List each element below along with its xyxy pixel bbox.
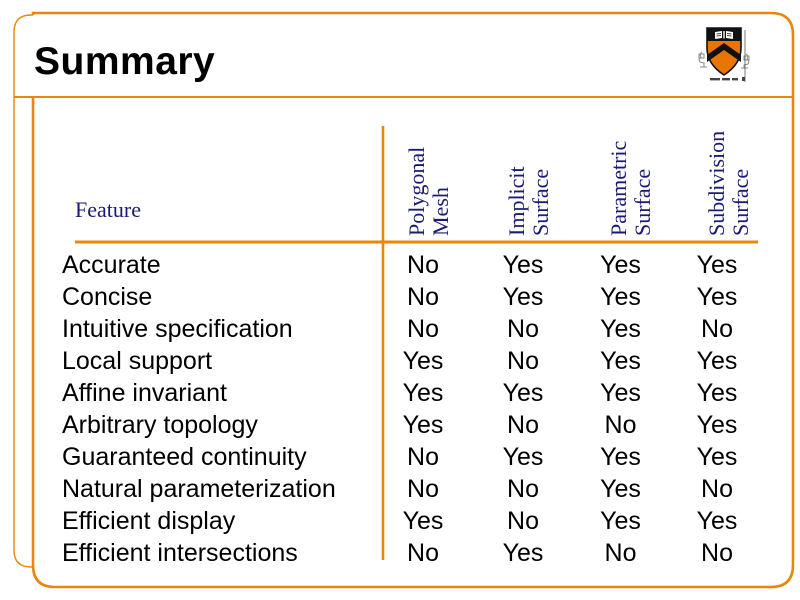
value-cell: Yes — [502, 443, 544, 471]
value-cell: No — [407, 539, 439, 567]
column-header-1: Polygonal Mesh — [404, 146, 453, 236]
shield-supporters-decoration — [698, 51, 750, 69]
feature-cell: Concise — [62, 283, 153, 311]
value-cell: No — [507, 411, 539, 439]
column-header-2: Implicit Surface — [504, 166, 553, 236]
column-header-line: Polygonal — [404, 146, 429, 236]
column-header-line: Subdivision — [704, 130, 729, 236]
value-cell: Yes — [696, 251, 738, 279]
feature-cell: Intuitive specification — [62, 315, 293, 343]
value-cell: No — [507, 347, 539, 375]
value-cell: Yes — [696, 507, 738, 535]
table-row: Arbitrary topology Yes No No Yes — [62, 409, 766, 441]
value-cell: Yes — [600, 251, 641, 279]
value-cell: Yes — [402, 347, 444, 375]
value-cell: Yes — [600, 283, 641, 311]
value-cell: No — [507, 315, 539, 343]
value-cell: No — [604, 539, 637, 567]
table-row: Affine invariant Yes Yes Yes Yes — [62, 377, 766, 409]
column-header-line: Mesh — [428, 187, 453, 236]
value-cell: Yes — [502, 539, 544, 567]
column-header-4: Subdivision Surface — [704, 130, 753, 236]
value-cell: Yes — [402, 507, 444, 535]
value-cell: No — [701, 539, 733, 567]
feature-cell: Affine invariant — [62, 379, 227, 407]
value-cell: No — [407, 443, 439, 471]
shield-chevron — [707, 43, 741, 62]
value-cell: No — [701, 315, 733, 343]
column-header-line: Implicit — [504, 166, 529, 236]
column-header-line: Surface — [528, 168, 553, 236]
feature-cell: Arbitrary topology — [62, 411, 258, 439]
border-main-line — [31, 11, 795, 589]
table-body: Accurate No Yes Yes Yes Concise No Yes Yes Yes Int… — [62, 249, 766, 569]
value-cell: No — [701, 475, 733, 503]
feature-cell: Accurate — [62, 251, 161, 279]
value-cell: Yes — [600, 315, 641, 343]
value-cell: No — [407, 315, 439, 343]
value-cell: Yes — [600, 379, 641, 407]
feature-cell: Natural parameterization — [62, 475, 336, 503]
value-cell: No — [407, 251, 439, 279]
value-cell: Yes — [600, 507, 641, 535]
feature-cell: Guaranteed continuity — [62, 443, 307, 471]
value-cell: Yes — [696, 283, 738, 311]
border-offset-line — [13, 14, 33, 568]
value-cell: No — [604, 411, 637, 439]
value-cell: Yes — [600, 347, 641, 375]
table-row: Efficient intersections No Yes No No — [62, 537, 766, 569]
column-header-line: Surface — [728, 168, 753, 236]
value-cell: Yes — [402, 411, 444, 439]
table-row: Accurate No Yes Yes Yes — [62, 249, 766, 281]
value-cell: Yes — [600, 475, 641, 503]
column-header-line: Parametric — [606, 140, 631, 236]
value-cell: Yes — [600, 443, 641, 471]
value-cell: Yes — [696, 411, 738, 439]
shield-book — [715, 31, 733, 39]
value-cell: Yes — [502, 379, 544, 407]
page-title: Summary — [34, 40, 216, 83]
feature-cell: Efficient intersections — [62, 539, 298, 567]
value-cell: Yes — [696, 379, 738, 407]
table-row: Local support Yes No Yes Yes — [62, 345, 766, 377]
value-cell: Yes — [502, 283, 544, 311]
value-cell: Yes — [696, 443, 738, 471]
feature-column-header: Feature — [75, 197, 141, 222]
value-cell: No — [407, 283, 439, 311]
value-cell: Yes — [696, 347, 738, 375]
value-cell: No — [507, 507, 539, 535]
column-header-3: Parametric Surface — [606, 140, 655, 236]
feature-cell: Efficient display — [62, 507, 236, 535]
table-row: Concise No Yes Yes Yes — [62, 281, 766, 313]
feature-cell: Local support — [62, 347, 213, 375]
value-cell: Yes — [402, 379, 444, 407]
value-cell: Yes — [502, 251, 544, 279]
table-row: Natural parameterization No No Yes No — [62, 473, 766, 505]
princeton-shield-icon — [698, 27, 750, 82]
table-row: Intuitive specification No No Yes No — [62, 313, 766, 345]
table-row: Guaranteed continuity No Yes Yes Yes — [62, 441, 766, 473]
value-cell: No — [507, 475, 539, 503]
column-header-line: Surface — [630, 168, 655, 236]
table-row: Efficient display Yes No Yes Yes — [62, 505, 766, 537]
value-cell: No — [407, 475, 439, 503]
shield-motto-text — [710, 77, 745, 81]
